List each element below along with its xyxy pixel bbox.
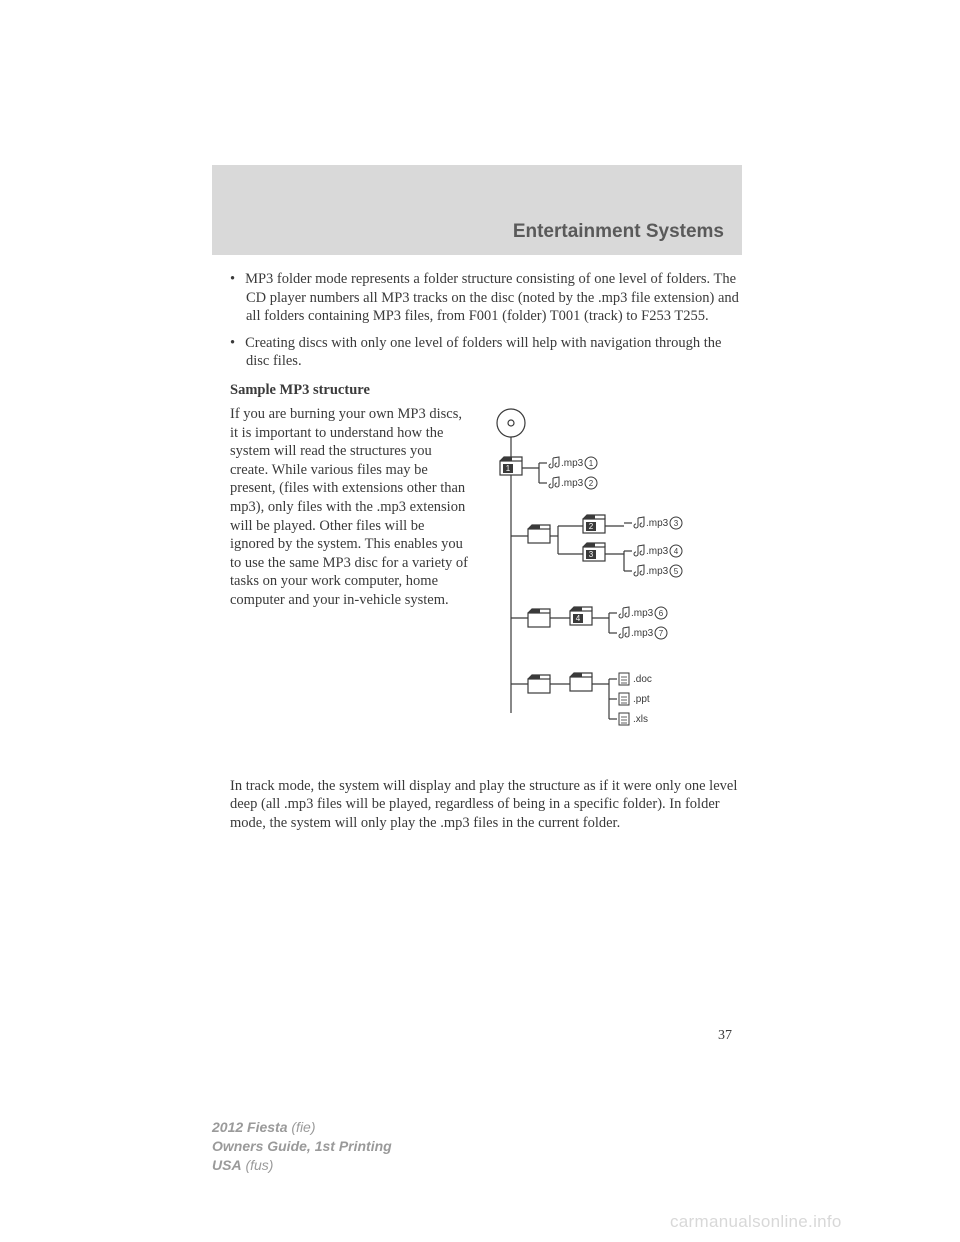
- svg-text:3: 3: [589, 550, 594, 559]
- bullet-item: MP3 folder mode represents a folder stru…: [230, 270, 740, 326]
- svg-text:3: 3: [674, 519, 679, 528]
- svg-text:2: 2: [589, 522, 594, 531]
- footer-line-1: 2012 Fiesta (fie): [212, 1118, 392, 1137]
- svg-text:1: 1: [589, 459, 594, 468]
- footer-region: USA: [212, 1157, 242, 1173]
- svg-text:7: 7: [659, 629, 664, 638]
- section-header: Entertainment Systems: [212, 165, 742, 255]
- bullet-item: Creating discs with only one level of fo…: [230, 334, 740, 371]
- subheading: Sample MP3 structure: [230, 381, 740, 400]
- footer-region-code: (fus): [242, 1157, 274, 1173]
- svg-text:.doc: .doc: [633, 674, 652, 685]
- svg-text:.mp3: .mp3: [631, 608, 654, 619]
- body-paragraph-2: In track mode, the system will display a…: [230, 777, 740, 833]
- footer: 2012 Fiesta (fie) Owners Guide, 1st Prin…: [212, 1118, 392, 1175]
- two-column-row: If you are burning your own MP3 discs, i…: [230, 405, 740, 751]
- svg-text:.mp3: .mp3: [561, 478, 584, 489]
- bullet-list: MP3 folder mode represents a folder stru…: [230, 270, 740, 371]
- svg-text:.mp3: .mp3: [646, 566, 669, 577]
- svg-text:.xls: .xls: [633, 714, 648, 725]
- footer-line-2: Owners Guide, 1st Printing: [212, 1137, 392, 1156]
- svg-text:1: 1: [506, 464, 511, 473]
- watermark: carmanualsonline.info: [670, 1212, 842, 1232]
- footer-code: (fie): [288, 1119, 316, 1135]
- svg-text:2: 2: [589, 479, 594, 488]
- svg-text:6: 6: [659, 609, 664, 618]
- section-title: Entertainment Systems: [513, 221, 724, 243]
- svg-text:.mp3: .mp3: [646, 546, 669, 557]
- page-content: MP3 folder mode represents a folder stru…: [230, 270, 740, 832]
- mp3-structure-diagram: 1 .mp3 1 .mp3 2 2 .mp3 3 3 .mp3 4 .mp3 5 4 .mp3 6 .mp3 7.…: [488, 405, 748, 751]
- page-number: 37: [718, 1028, 732, 1044]
- svg-text:.ppt: .ppt: [633, 694, 650, 705]
- footer-model: 2012 Fiesta: [212, 1119, 288, 1135]
- svg-text:5: 5: [674, 567, 679, 576]
- svg-text:.mp3: .mp3: [561, 458, 584, 469]
- tree-diagram-svg: 1 .mp3 1 .mp3 2 2 .mp3 3 3 .mp3 4 .mp3 5 4 .mp3 6 .mp3 7.…: [488, 405, 748, 745]
- svg-text:4: 4: [576, 614, 581, 623]
- body-paragraph-1: If you are burning your own MP3 discs, i…: [230, 405, 470, 751]
- svg-text:.mp3: .mp3: [646, 518, 669, 529]
- svg-text:.mp3: .mp3: [631, 628, 654, 639]
- footer-line-3: USA (fus): [212, 1156, 392, 1175]
- svg-text:4: 4: [674, 547, 679, 556]
